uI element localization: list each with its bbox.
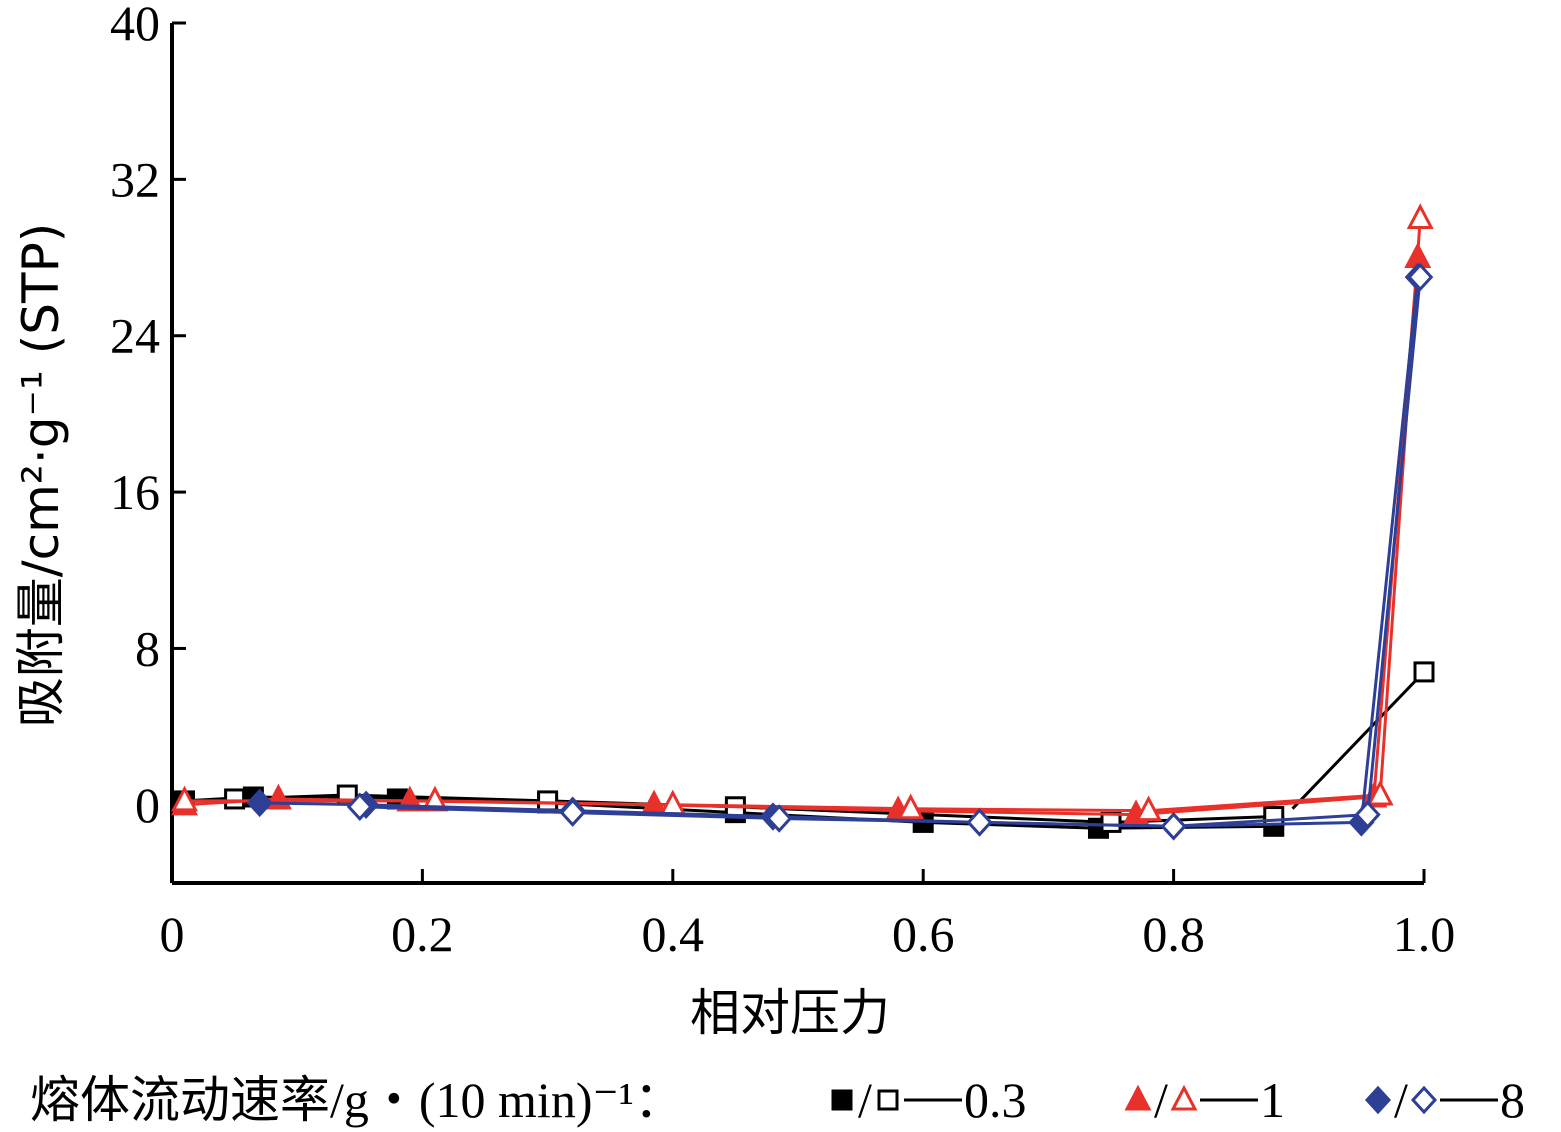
y-tick-label: 16 bbox=[110, 464, 160, 520]
series-0.3-top bbox=[1291, 661, 1435, 810]
square-marker bbox=[877, 1089, 899, 1111]
data-point bbox=[897, 793, 925, 820]
data-point bbox=[1160, 812, 1187, 841]
triangle-marker bbox=[171, 785, 198, 812]
diamond-marker bbox=[1364, 1085, 1392, 1115]
y-tick-label: 40 bbox=[110, 0, 160, 51]
data-point bbox=[1407, 262, 1434, 292]
data-point bbox=[1170, 1084, 1198, 1111]
data-point bbox=[1354, 800, 1381, 829]
x-tick-label: 0.4 bbox=[642, 906, 705, 962]
y-tick-label: 0 bbox=[135, 777, 160, 833]
diamond-marker bbox=[966, 808, 993, 837]
x-tick-label: 0.8 bbox=[1142, 906, 1205, 962]
legend-slash: / bbox=[1154, 1072, 1168, 1128]
series-line bbox=[359, 276, 1422, 828]
triangle-marker bbox=[1366, 779, 1394, 806]
data-point bbox=[537, 790, 559, 812]
data-point bbox=[1124, 1084, 1152, 1111]
triangle-marker bbox=[1135, 795, 1163, 822]
data-point bbox=[1364, 1085, 1392, 1115]
legend-entry: /8 bbox=[1364, 1072, 1525, 1128]
legend-entry: / 0.3 bbox=[831, 1072, 1027, 1128]
legend-slash: / bbox=[858, 1072, 872, 1128]
legend: 熔体流动速率/g・(10 min)⁻¹：/0.3/1/8 bbox=[30, 1072, 1525, 1128]
diamond-marker bbox=[1354, 800, 1381, 829]
triangle-marker bbox=[1406, 203, 1434, 229]
diamond-marker bbox=[1160, 812, 1187, 841]
data-point bbox=[1413, 661, 1435, 683]
diamond-marker bbox=[346, 792, 373, 821]
diamond-marker bbox=[1410, 1085, 1438, 1115]
data-point bbox=[224, 788, 246, 810]
square-marker bbox=[537, 790, 559, 812]
legend-prefix: 熔体流动速率/g・(10 min)⁻¹： bbox=[30, 1072, 684, 1128]
data-point bbox=[171, 785, 198, 812]
data-point bbox=[1135, 795, 1163, 822]
triangle-marker bbox=[897, 793, 925, 820]
data-point bbox=[1410, 1085, 1438, 1115]
series-layer bbox=[171, 203, 1435, 841]
series-line bbox=[184, 218, 1422, 813]
diamond-marker bbox=[766, 804, 793, 833]
data-point bbox=[1366, 779, 1394, 806]
data-point bbox=[831, 1089, 853, 1111]
legend-value: 0.3 bbox=[964, 1072, 1027, 1128]
triangle-marker bbox=[1170, 1084, 1198, 1111]
triangle-marker bbox=[1124, 1084, 1152, 1111]
series-line bbox=[1291, 670, 1426, 810]
diamond-marker bbox=[246, 788, 273, 818]
x-tick-label: 0.6 bbox=[892, 906, 955, 962]
y-axis-title: 吸附量/cm²·g⁻¹ (STP) bbox=[12, 223, 70, 728]
diamond-marker bbox=[559, 798, 586, 827]
x-tick-label: 1.0 bbox=[1393, 906, 1456, 962]
series-8-adsorption bbox=[246, 262, 1431, 841]
data-point bbox=[346, 792, 373, 821]
data-point bbox=[1406, 203, 1434, 229]
square-marker bbox=[224, 788, 246, 810]
y-tick-label: 32 bbox=[110, 151, 160, 207]
square-marker bbox=[1100, 811, 1122, 833]
y-tick-label: 24 bbox=[110, 308, 160, 364]
series-8-desorption bbox=[346, 262, 1434, 841]
legend-value: 1 bbox=[1260, 1072, 1285, 1128]
x-tick-label: 0.2 bbox=[391, 906, 454, 962]
axes: 0 8 16 24 32 40 0 0.2 0.4 0.6 0.8 1.0 bbox=[110, 0, 1455, 962]
x-axis-title: 相对压力 bbox=[690, 984, 890, 1042]
series-1-adsorption bbox=[171, 242, 1432, 826]
legend-slash: / bbox=[1394, 1072, 1408, 1128]
legend-value: 8 bbox=[1500, 1072, 1525, 1128]
data-point bbox=[766, 804, 793, 833]
series-1-desorption bbox=[171, 203, 1434, 822]
data-point bbox=[877, 1089, 899, 1111]
legend-entry: /1 bbox=[1124, 1072, 1285, 1128]
x-tick-label: 0 bbox=[160, 906, 185, 962]
data-point bbox=[246, 788, 273, 818]
diamond-marker bbox=[1407, 262, 1434, 292]
series-line bbox=[259, 276, 1420, 828]
data-point bbox=[1100, 811, 1122, 833]
square-marker bbox=[831, 1089, 853, 1111]
series-line bbox=[184, 257, 1420, 817]
data-point bbox=[966, 808, 993, 837]
y-tick-label: 8 bbox=[135, 620, 160, 676]
square-marker bbox=[1413, 661, 1435, 683]
data-point bbox=[559, 798, 586, 827]
